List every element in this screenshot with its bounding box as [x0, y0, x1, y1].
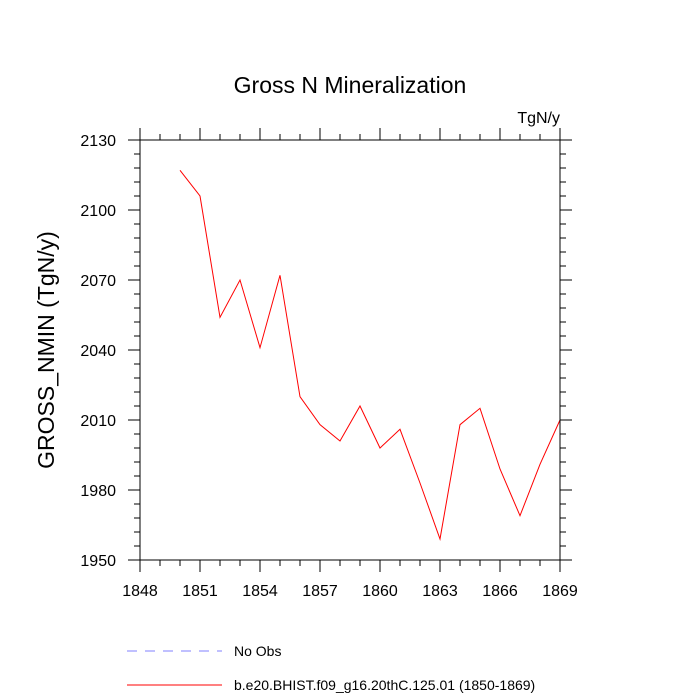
- series-line: [179, 169, 561, 541]
- chart-title: Gross N Mineralization: [234, 72, 467, 98]
- y-tick-label: 2010: [80, 413, 116, 430]
- x-tick-label: 1869: [542, 583, 578, 600]
- x-tick-label: 1863: [422, 583, 458, 600]
- x-tick-label: 1848: [122, 583, 158, 600]
- x-tick-label: 1860: [362, 583, 398, 600]
- y-tick-label: 2130: [80, 133, 116, 150]
- x-tick-labels: 1848 1851 1854 1857 1860 1863 1866 1869: [122, 583, 578, 600]
- y-tick-label: 2070: [80, 273, 116, 290]
- x-tick-label: 1866: [482, 583, 518, 600]
- x-tick-label: 1851: [182, 583, 218, 600]
- legend-label-no-obs: No Obs: [234, 643, 281, 659]
- series-group: [179, 169, 561, 541]
- x-tick-label: 1857: [302, 583, 338, 600]
- plot-frame: [139, 139, 561, 561]
- y-tick-label: 2100: [80, 203, 116, 220]
- y-tick-label: 1980: [80, 483, 116, 500]
- axis-ticks: [128, 128, 572, 572]
- units-label: TgN/y: [517, 110, 560, 127]
- y-tick-labels: 1950 1980 2010 2040 2070 2100 2130: [80, 133, 116, 570]
- y-tick-label: 1950: [80, 553, 116, 570]
- legend-label-model-run: b.e20.BHIST.f09_g16.20thC.125.01 (1850-1…: [234, 677, 535, 693]
- y-tick-label: 2040: [80, 343, 116, 360]
- y-axis-label: GROSS_NMIN (TgN/y): [33, 231, 59, 469]
- legend: No Obs b.e20.BHIST.f09_g16.20thC.125.01 …: [127, 643, 535, 693]
- x-tick-label: 1854: [242, 583, 278, 600]
